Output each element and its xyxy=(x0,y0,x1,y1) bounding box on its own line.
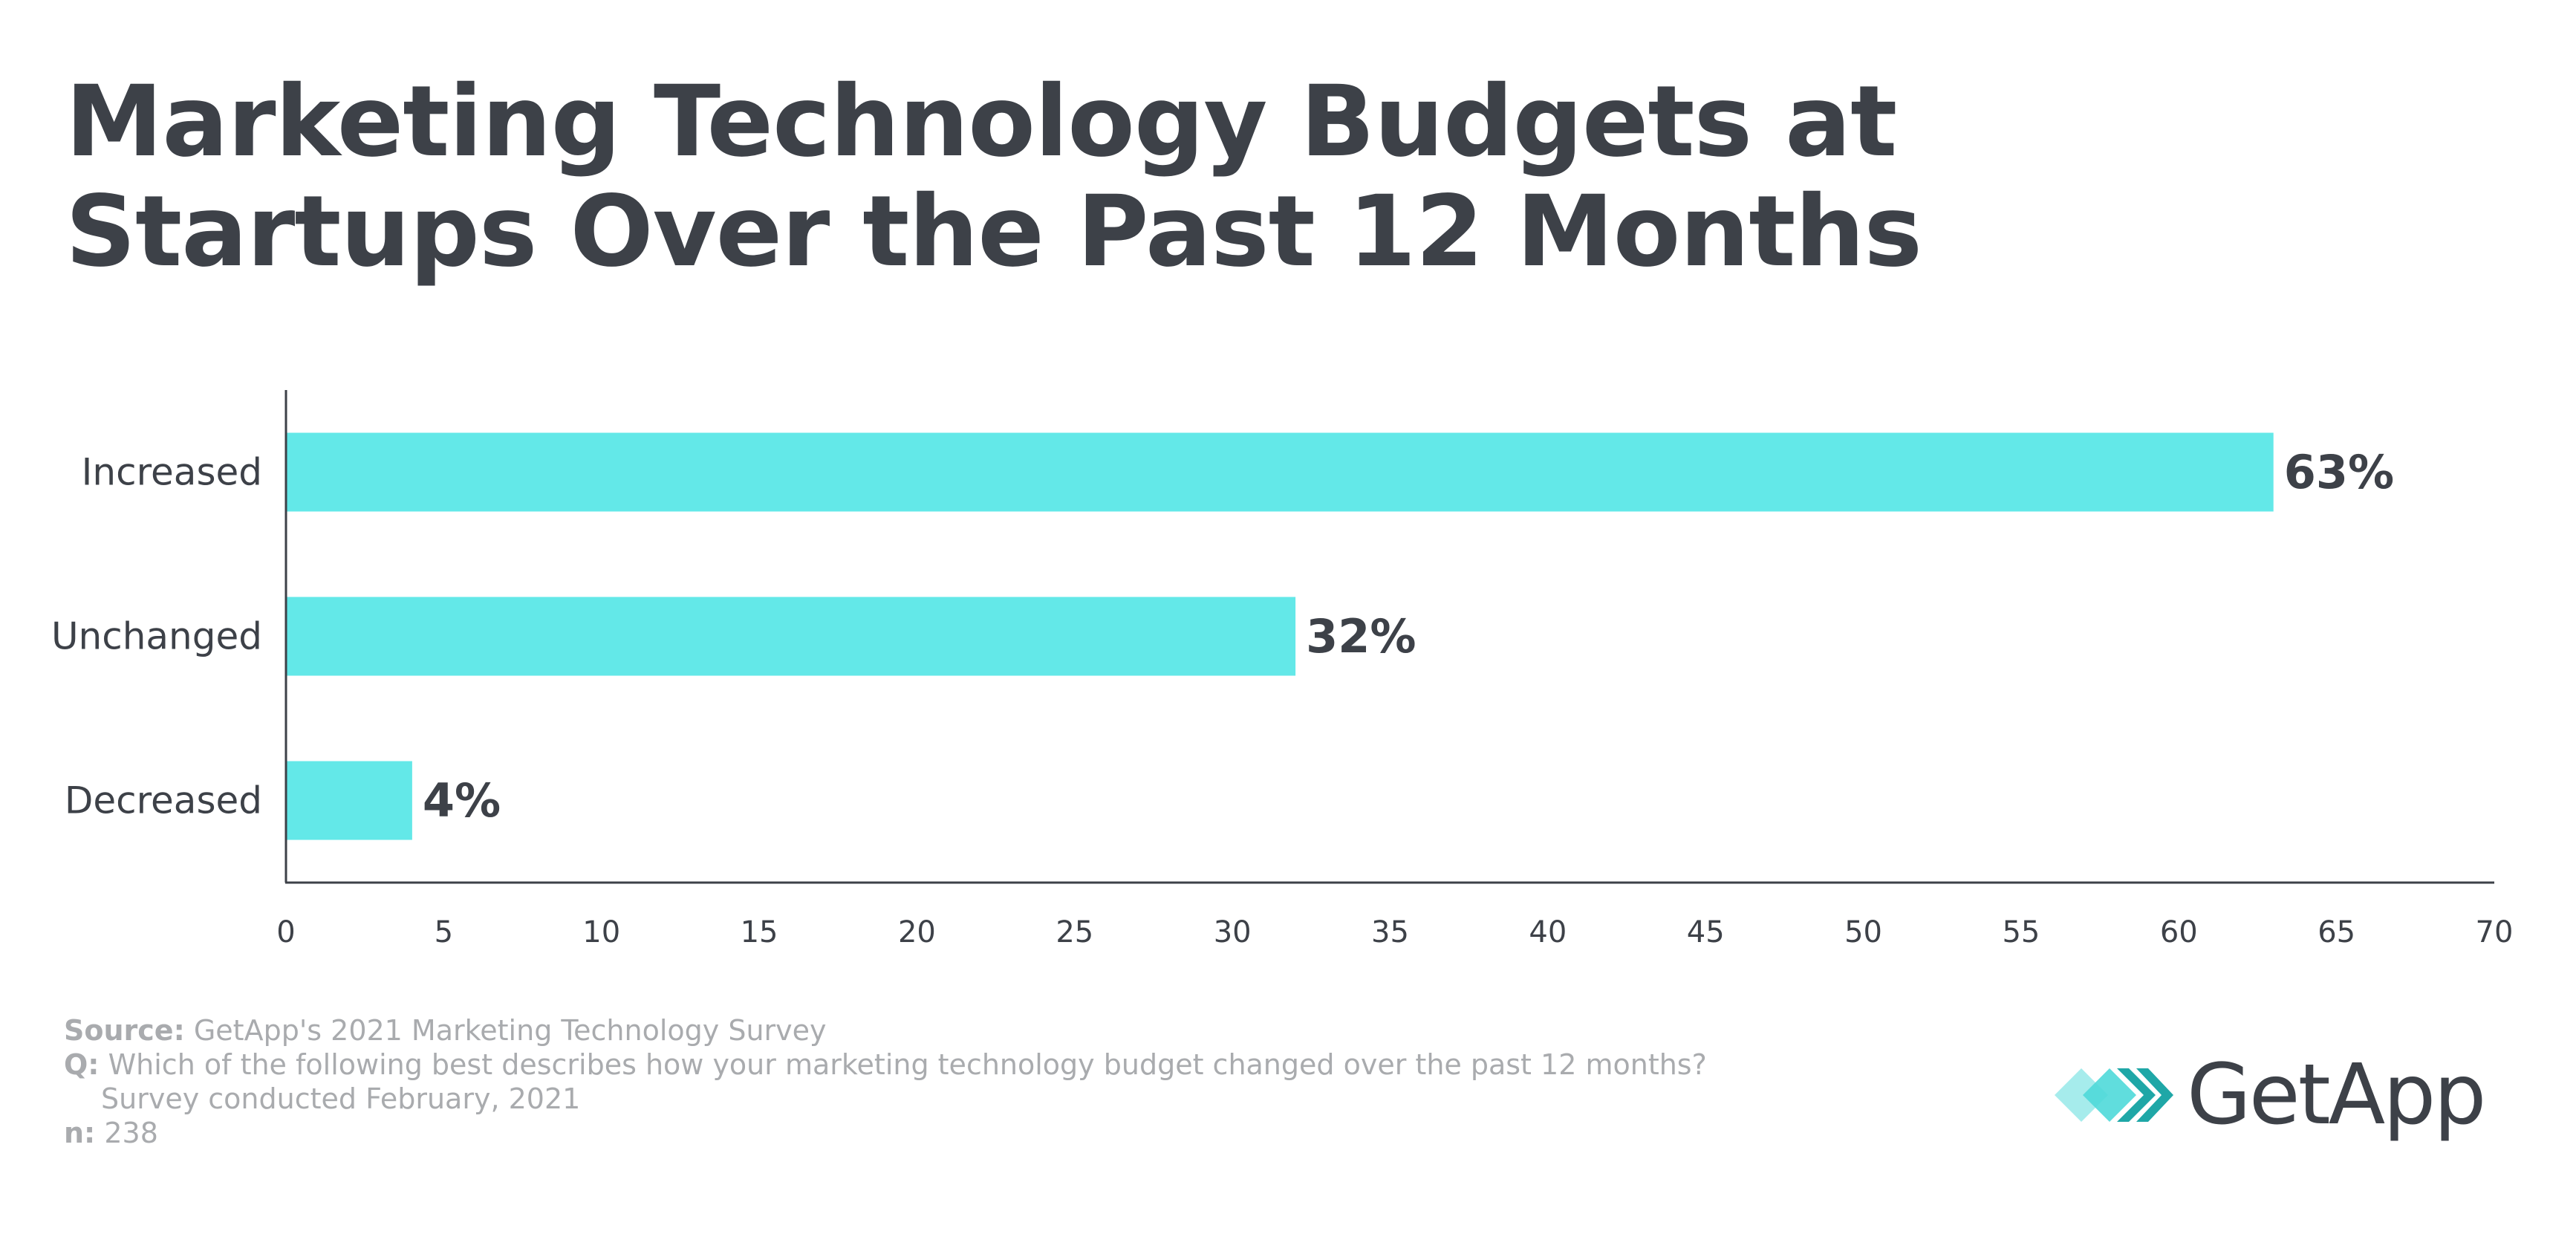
question-line: Q: Which of the following best describes… xyxy=(64,1048,1707,1082)
x-tick-label-65: 65 xyxy=(2318,915,2355,949)
getapp-chevron-icon xyxy=(2055,1068,2173,1122)
logo-chevron-1 xyxy=(2117,1068,2156,1122)
x-tick-label-40: 40 xyxy=(1529,915,1567,949)
category-label-decreased: Decreased xyxy=(65,779,262,822)
sample-size-label: n: xyxy=(64,1117,96,1149)
chart-title: Marketing Technology Budgets at Startups… xyxy=(65,67,1922,287)
logo-chevron-2 xyxy=(2136,1068,2173,1122)
labels-layer: Increased 63% Unchanged 32% Decreased 4% 0 5 10 1… xyxy=(51,445,2514,949)
getapp-logo: GetApp xyxy=(2055,1047,2486,1143)
x-tick-label-35: 35 xyxy=(1371,915,1409,949)
x-tick-label-0: 0 xyxy=(276,915,295,949)
x-tick-label-10: 10 xyxy=(582,915,620,949)
data-label-unchanged: 32% xyxy=(1306,609,1416,663)
x-tick-label-55: 55 xyxy=(2002,915,2040,949)
logo-diamond-mid xyxy=(2083,1068,2136,1122)
survey-note: Survey conducted February, 2021 xyxy=(101,1082,581,1115)
x-tick-label-30: 30 xyxy=(1214,915,1252,949)
bars-layer xyxy=(286,432,2274,840)
axis-layer xyxy=(284,390,2494,884)
question-text: Which of the following best describes ho… xyxy=(108,1048,1707,1081)
chart-title-line-1: Marketing Technology Budgets at xyxy=(65,65,1897,179)
x-tick-label-70: 70 xyxy=(2476,915,2514,949)
bar-chart: Increased 63% Unchanged 32% Decreased 4% 0 5 10 1… xyxy=(51,390,2514,949)
data-label-decreased: 4% xyxy=(423,773,501,828)
getapp-logo-text: GetApp xyxy=(2187,1047,2486,1143)
logo-diamond-light xyxy=(2055,1068,2108,1122)
footnote: Source: GetApp's 2021 Marketing Technolo… xyxy=(64,1013,1707,1150)
bar-decreased xyxy=(286,761,412,840)
source-line: Source: GetApp's 2021 Marketing Technolo… xyxy=(64,1013,1707,1048)
sample-size-line: n: 238 xyxy=(64,1116,1707,1150)
category-label-unchanged: Unchanged xyxy=(51,615,262,658)
category-label-increased: Increased xyxy=(82,451,262,494)
source-label: Source: xyxy=(64,1014,185,1047)
bar-increased xyxy=(286,432,2274,512)
question-label: Q: xyxy=(64,1048,100,1081)
x-tick-label-50: 50 xyxy=(1844,915,1882,949)
x-tick-label-25: 25 xyxy=(1056,915,1093,949)
x-tick-label-15: 15 xyxy=(741,915,778,949)
sample-size-value: 238 xyxy=(104,1117,158,1149)
x-tick-label-20: 20 xyxy=(898,915,936,949)
data-label-increased: 63% xyxy=(2284,445,2394,499)
source-text: GetApp's 2021 Marketing Technology Surve… xyxy=(193,1014,827,1047)
x-tick-label-5: 5 xyxy=(435,915,453,949)
x-tick-label-45: 45 xyxy=(1687,915,1725,949)
bar-unchanged xyxy=(286,597,1296,676)
x-tick-label-60: 60 xyxy=(2160,915,2198,949)
chart-title-line-2: Startups Over the Past 12 Months xyxy=(65,175,1922,289)
